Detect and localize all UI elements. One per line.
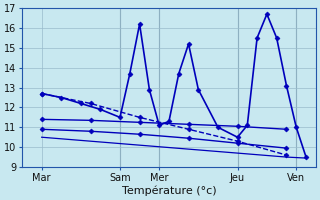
X-axis label: Température (°c): Température (°c) <box>122 185 216 196</box>
